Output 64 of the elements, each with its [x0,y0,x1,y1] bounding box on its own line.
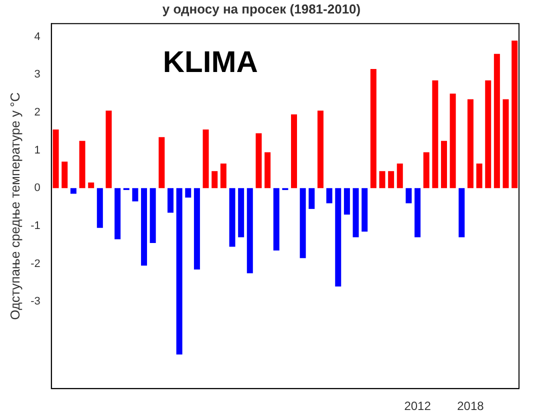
bar [150,188,156,243]
bar [185,188,192,198]
bar [432,80,438,188]
bar [70,188,76,194]
bar [96,188,103,228]
bar [414,188,421,238]
x-tick-label: 2018 [457,399,484,414]
y-tick-label: -1 [30,220,40,232]
bar [467,99,474,188]
y-tick-label: 0 [34,182,40,194]
bar [370,68,376,188]
bar [458,188,465,238]
bar [291,114,298,188]
bar [494,54,500,188]
bar [502,99,509,188]
y-tick-label: 1 [34,144,40,156]
bar [220,164,226,188]
bar [229,188,236,247]
bar [202,130,209,188]
bar [212,171,218,188]
bar [450,94,456,188]
bar [317,110,324,188]
bar [379,171,386,188]
bar [335,188,342,286]
bar [62,162,68,188]
bar [362,188,368,232]
bar [194,188,200,270]
y-axis-title: Одступање средње температуре у °C [7,92,22,320]
bar [423,152,430,188]
bar [264,152,271,188]
bar [352,188,359,238]
bar [512,40,518,188]
y-tick-label: 4 [34,30,40,43]
bar [88,182,94,188]
bar [176,188,182,355]
annotation: KLIMA [162,46,258,79]
bar [485,80,492,188]
y-tick-label: -3 [30,296,40,308]
bar [326,188,332,204]
chart-title: у односу на просек (1981-2010) [162,1,361,16]
bar [246,188,253,274]
bar [106,110,112,188]
bar [158,137,165,188]
bar [476,164,482,188]
y-tick-label: -2 [30,258,40,270]
bar [114,188,121,240]
bar [79,140,86,188]
bar [344,188,350,215]
bar [308,188,315,209]
bar [132,188,138,202]
bar [441,140,448,188]
y-tick-label: 3 [34,68,40,81]
bar [300,188,306,258]
bar [396,164,403,188]
y-tick-label: 2 [34,106,40,119]
bar [388,171,394,188]
bar [256,133,262,188]
bar [238,188,244,238]
x-tick-label: 2012 [404,399,432,414]
bar [273,188,280,251]
bar [141,188,148,266]
bar [406,188,412,204]
bar [52,130,59,188]
bar [167,188,174,213]
